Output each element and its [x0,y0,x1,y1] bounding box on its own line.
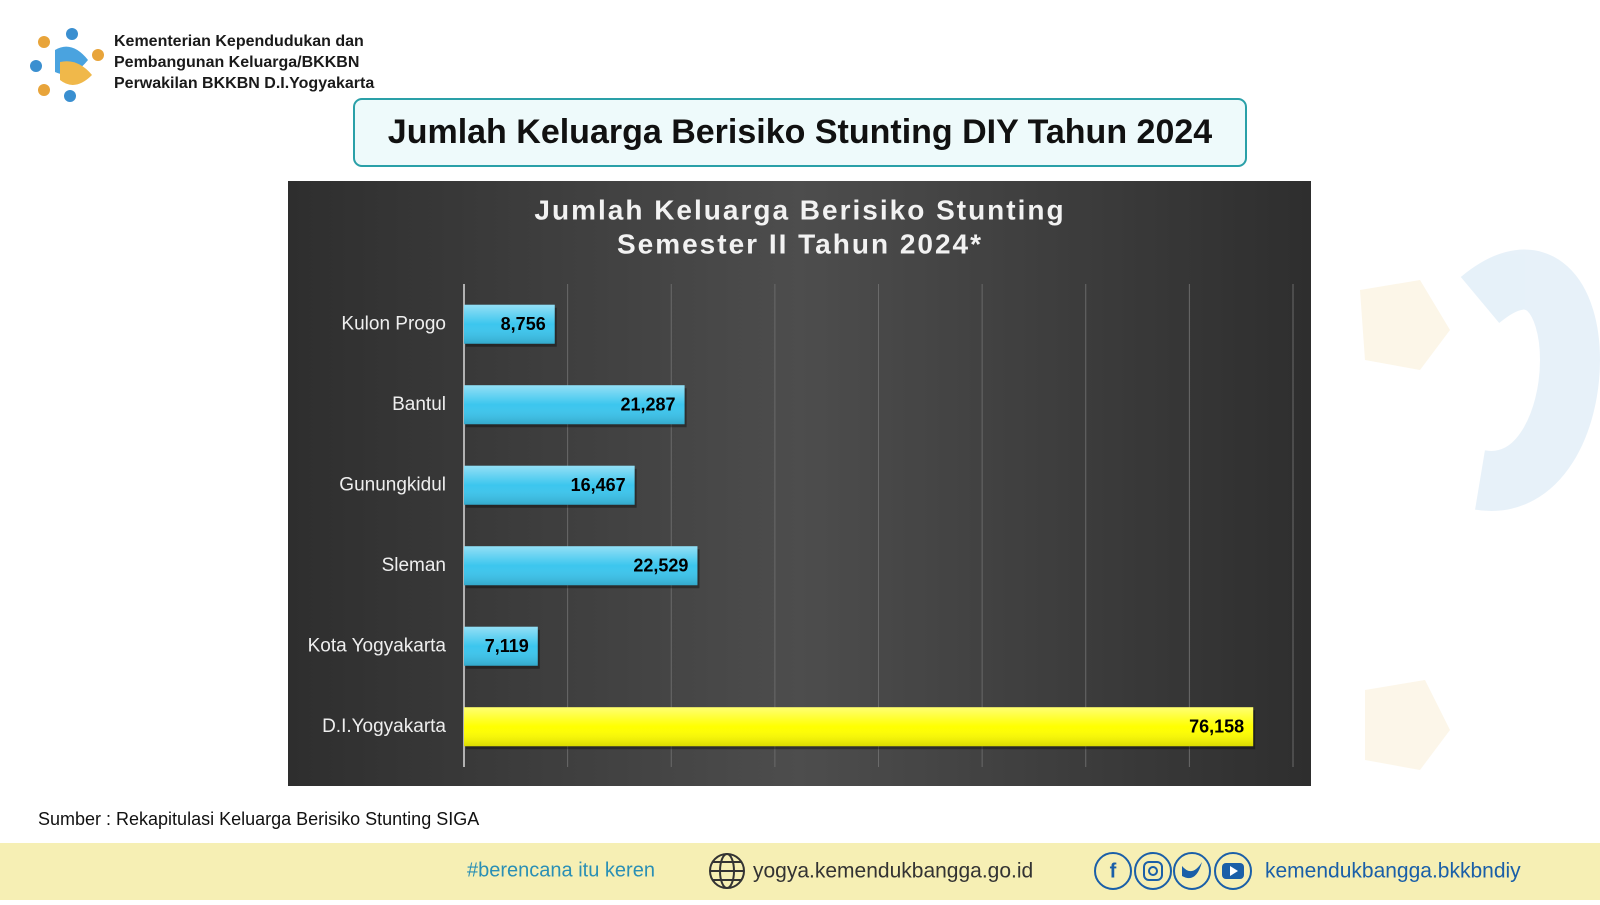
value-label: 21,287 [621,395,676,415]
social-icons: f [1094,852,1252,890]
bar-shine [464,707,1254,747]
value-label: 22,529 [633,556,688,576]
value-label: 76,158 [1189,717,1244,737]
svg-text:f: f [1110,860,1117,882]
y-tick-label: Bantul [392,394,446,415]
slide-title: Jumlah Keluarga Berisiko Stunting DIY Ta… [388,113,1212,151]
y-tick-label: D.I.Yogyakarta [322,716,446,737]
hashtag: #berencana itu keren [467,859,655,881]
y-tick-label: Kota Yogyakarta [308,635,447,656]
bar-shine [464,304,555,344]
org-line: Kementerian Kependudukan dan [114,33,364,50]
bar-shine [464,546,698,586]
y-tick-label: Gunungkidul [339,474,446,495]
bar-shine [464,626,538,666]
value-label: 7,119 [485,636,529,656]
chart-area [288,181,1311,786]
title-box [353,98,1247,167]
footer-band [0,843,1600,900]
y-tick-label: Sleman [382,555,446,576]
value-label: 16,467 [571,475,626,495]
chart-title: Semester II Tahun 2024* [617,228,983,259]
logo [30,28,104,102]
plot: Kulon Progo 8,756 Bantul 21,287 Gunungkidul 1… [308,284,1294,767]
social-handle: kemendukbangga.bkkbndiy [1265,860,1521,883]
website: yogya.kemendukbangga.go.id [753,860,1033,883]
globe-icon [709,853,745,889]
org-line: Perwakilan BKKBN D.I.Yogyakarta [114,75,374,92]
source: Sumber : Rekapitulasi Keluarga Berisiko … [38,809,479,829]
decoration [1360,249,1600,770]
y-tick-label: Kulon Progo [341,313,446,334]
value-label: 8,756 [501,314,546,334]
org-line: Pembangunan Keluarga/BKKBN [114,54,359,71]
bar-shine [464,465,635,505]
bar-shine [464,385,685,425]
chart-title: Jumlah Keluarga Berisiko Stunting [534,194,1065,225]
